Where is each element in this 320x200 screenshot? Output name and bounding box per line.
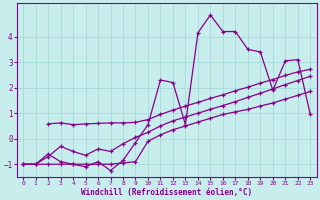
- X-axis label: Windchill (Refroidissement éolien,°C): Windchill (Refroidissement éolien,°C): [81, 188, 252, 197]
